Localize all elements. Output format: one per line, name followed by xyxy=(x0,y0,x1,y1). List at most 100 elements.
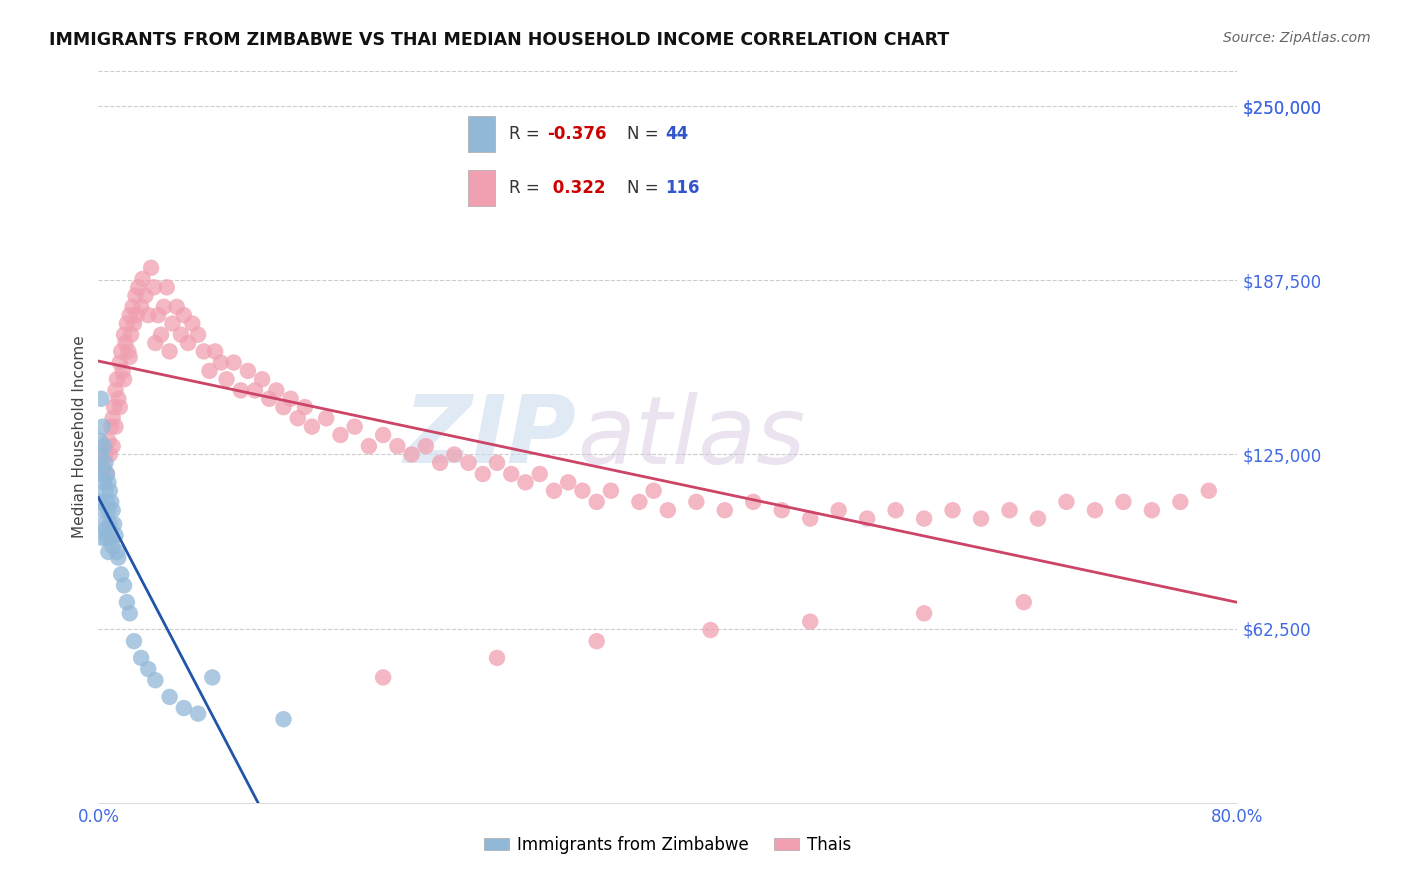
Point xyxy=(112,327,135,342)
Point xyxy=(273,712,295,726)
Point xyxy=(1012,595,1035,609)
Point xyxy=(236,364,259,378)
Point xyxy=(471,467,494,481)
Point xyxy=(103,517,125,532)
Point xyxy=(91,419,114,434)
Point xyxy=(93,475,115,490)
Point xyxy=(129,651,152,665)
Point xyxy=(529,467,551,481)
Point xyxy=(1140,503,1163,517)
Point xyxy=(970,511,993,525)
Point xyxy=(136,308,159,322)
Point xyxy=(115,595,138,609)
Point xyxy=(93,461,115,475)
Point xyxy=(107,392,129,406)
Point xyxy=(657,503,679,517)
Point xyxy=(1026,511,1049,525)
Point xyxy=(912,511,935,525)
Point xyxy=(187,327,209,342)
Point xyxy=(443,448,465,462)
Point xyxy=(229,384,252,398)
Point xyxy=(998,503,1021,517)
Point xyxy=(118,607,141,621)
Point xyxy=(942,503,965,517)
Point xyxy=(501,467,523,481)
Point xyxy=(115,317,138,331)
Point xyxy=(486,651,509,665)
Point xyxy=(97,475,120,490)
Point xyxy=(125,308,148,322)
Point xyxy=(543,483,565,498)
Point xyxy=(110,344,132,359)
Point xyxy=(110,567,132,582)
Text: atlas: atlas xyxy=(576,392,806,483)
Point xyxy=(90,448,112,462)
Point xyxy=(94,483,117,498)
Point xyxy=(557,475,579,490)
Point xyxy=(770,503,793,517)
Y-axis label: Median Household Income: Median Household Income xyxy=(72,335,87,539)
Point xyxy=(415,439,437,453)
Point xyxy=(121,300,143,314)
Point xyxy=(136,662,159,676)
Point xyxy=(101,540,124,554)
Point xyxy=(104,419,127,434)
Point xyxy=(118,308,141,322)
Point xyxy=(287,411,309,425)
Point xyxy=(166,300,188,314)
Point xyxy=(91,461,114,475)
Point xyxy=(118,350,141,364)
Point xyxy=(94,456,117,470)
Point xyxy=(1112,495,1135,509)
Point xyxy=(134,288,156,302)
Point xyxy=(105,545,128,559)
Point xyxy=(91,503,114,517)
Point xyxy=(111,364,134,378)
Point xyxy=(373,428,395,442)
Point xyxy=(273,400,295,414)
Point xyxy=(100,531,122,545)
Point xyxy=(98,517,121,532)
Point xyxy=(104,528,127,542)
Point xyxy=(159,690,181,704)
Point xyxy=(222,355,245,369)
Point xyxy=(90,392,112,406)
Point xyxy=(145,336,167,351)
Point xyxy=(266,384,288,398)
Point xyxy=(643,483,665,498)
Point xyxy=(329,428,352,442)
Point xyxy=(112,372,135,386)
Point xyxy=(98,448,121,462)
Point xyxy=(153,300,176,314)
Point xyxy=(429,456,451,470)
Point xyxy=(585,495,607,509)
Point xyxy=(628,495,651,509)
Point xyxy=(97,503,120,517)
Point xyxy=(114,336,136,351)
Point xyxy=(96,467,118,481)
Point xyxy=(181,317,204,331)
Point xyxy=(139,260,162,275)
Point xyxy=(122,634,145,648)
Point xyxy=(243,384,266,398)
Point xyxy=(173,308,195,322)
Point xyxy=(799,615,821,629)
Point xyxy=(799,511,821,525)
Point xyxy=(193,344,215,359)
Point xyxy=(96,531,118,545)
Point xyxy=(150,327,173,342)
Point xyxy=(1198,483,1220,498)
Point xyxy=(699,623,721,637)
Text: Source: ZipAtlas.com: Source: ZipAtlas.com xyxy=(1223,31,1371,45)
Point xyxy=(685,495,707,509)
Point xyxy=(97,434,120,448)
Point xyxy=(912,607,935,621)
Point xyxy=(280,392,302,406)
Point xyxy=(198,364,221,378)
Point xyxy=(131,272,153,286)
Point xyxy=(93,517,115,532)
Point xyxy=(742,495,765,509)
Point xyxy=(343,419,366,434)
Point xyxy=(93,439,115,453)
Point xyxy=(884,503,907,517)
